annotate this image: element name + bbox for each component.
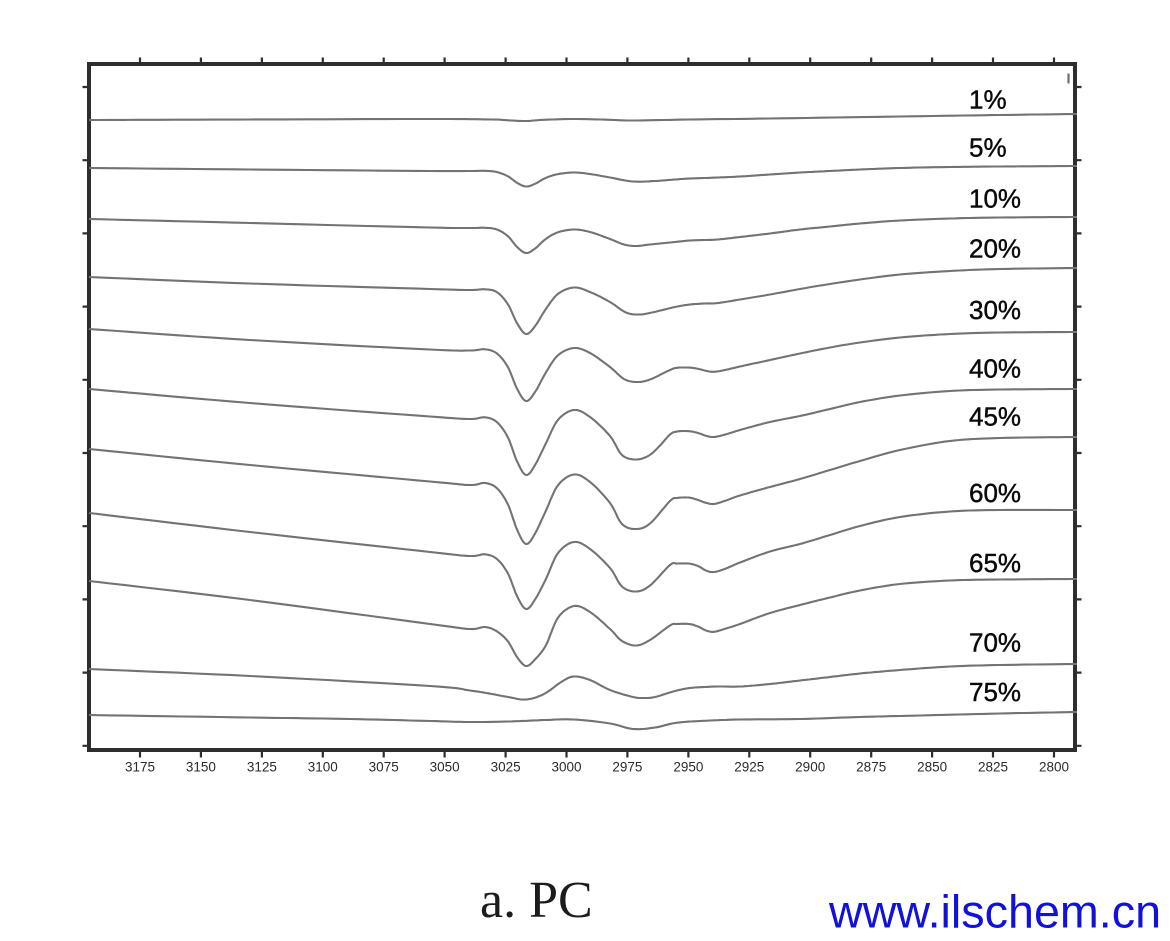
svg-text:10%: 10% xyxy=(969,184,1021,214)
svg-text:2975: 2975 xyxy=(612,760,642,775)
svg-text:3050: 3050 xyxy=(430,760,460,775)
svg-text:1%: 1% xyxy=(969,85,1007,115)
svg-text:5%: 5% xyxy=(969,133,1007,163)
svg-text:70%: 70% xyxy=(969,628,1021,658)
svg-text:30%: 30% xyxy=(969,295,1021,325)
svg-text:45%: 45% xyxy=(969,402,1021,432)
svg-text:3100: 3100 xyxy=(308,760,338,775)
svg-text:20%: 20% xyxy=(969,234,1021,264)
svg-text:3000: 3000 xyxy=(551,760,581,775)
svg-text:2875: 2875 xyxy=(856,760,886,775)
svg-text:2950: 2950 xyxy=(673,760,703,775)
svg-text:3075: 3075 xyxy=(369,760,399,775)
svg-text:2900: 2900 xyxy=(795,760,825,775)
svg-text:3175: 3175 xyxy=(125,760,155,775)
svg-text:2925: 2925 xyxy=(734,760,764,775)
svg-text:40%: 40% xyxy=(969,354,1021,384)
svg-text:3025: 3025 xyxy=(491,760,521,775)
svg-text:www.ilschem.cn: www.ilschem.cn xyxy=(828,886,1161,937)
svg-text:3125: 3125 xyxy=(247,760,277,775)
svg-text:3150: 3150 xyxy=(186,760,216,775)
svg-text:a. PC: a. PC xyxy=(480,872,593,929)
svg-text:65%: 65% xyxy=(969,548,1021,578)
svg-text:60%: 60% xyxy=(969,478,1021,508)
svg-text:75%: 75% xyxy=(969,677,1021,707)
svg-text:2850: 2850 xyxy=(917,760,947,775)
svg-text:2800: 2800 xyxy=(1039,760,1069,775)
svg-text:2825: 2825 xyxy=(978,760,1008,775)
